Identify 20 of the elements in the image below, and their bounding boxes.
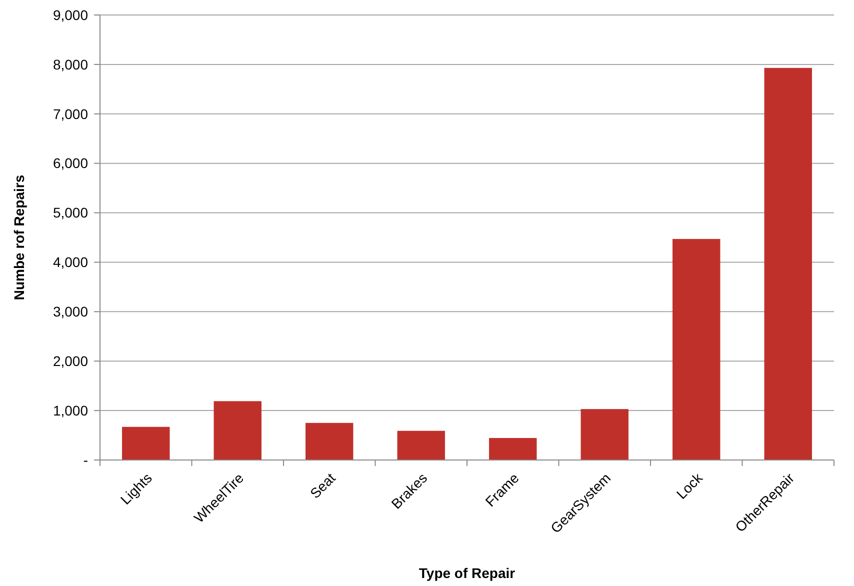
x-axis-title: Type of Repair <box>418 565 516 581</box>
y-tick-label: 7,000 <box>52 106 88 122</box>
y-tick-label: 5,000 <box>52 204 88 221</box>
y-tick-label: 6,000 <box>52 155 88 172</box>
bar <box>580 409 628 460</box>
bar <box>397 430 445 460</box>
y-tick-label: - <box>83 452 88 468</box>
bar <box>122 426 170 460</box>
y-tick-label: 4,000 <box>52 254 88 270</box>
y-tick-label: 2,000 <box>52 353 88 370</box>
y-tick-label: 3,000 <box>52 304 88 320</box>
y-tick-label: 1,000 <box>52 402 88 418</box>
bar <box>764 68 812 460</box>
bar <box>672 238 720 460</box>
y-axis-title: Numbe rof Repairs <box>11 174 27 300</box>
bar <box>489 438 537 460</box>
bar <box>214 401 262 460</box>
y-tick-label: 8,000 <box>52 56 88 72</box>
bar <box>306 422 354 460</box>
y-tick-label: 9,000 <box>52 6 88 23</box>
